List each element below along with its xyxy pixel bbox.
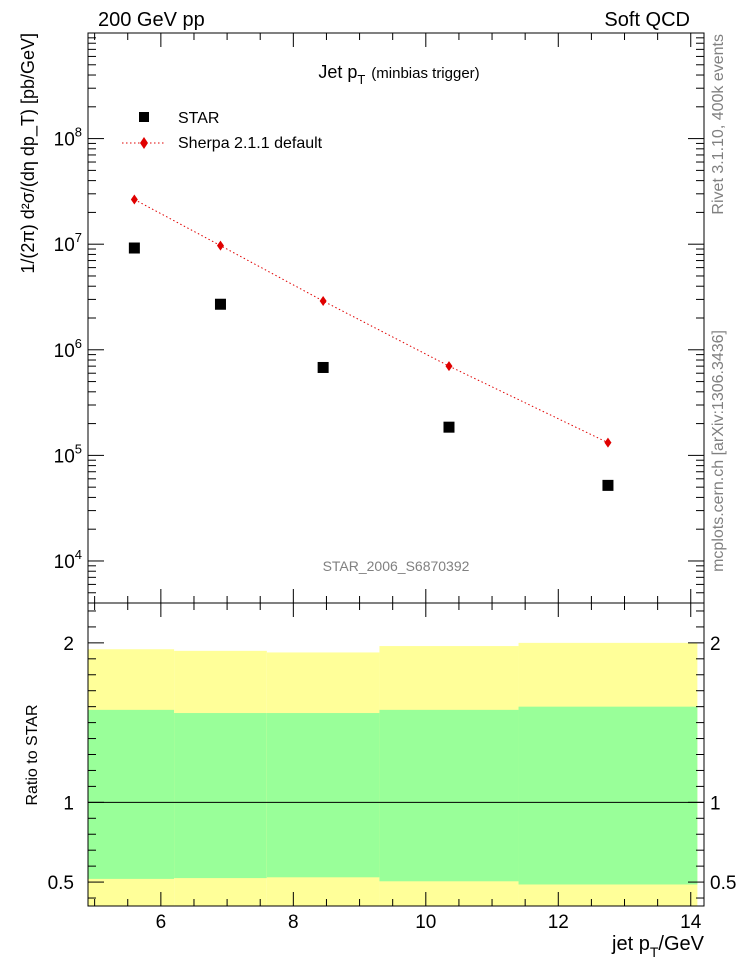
legend-sherpa-label: Sherpa 2.1.1 default — [178, 135, 323, 152]
y-tick-label-base: 10 — [54, 552, 75, 573]
x-axis-label: jet pT/GeV — [611, 933, 705, 960]
y-tick-label: 106 — [54, 336, 82, 362]
y-tick-label-exponent: 8 — [75, 125, 82, 140]
x-axis-label-main: jet p — [611, 933, 650, 955]
x-axis-label-unit: /GeV — [658, 933, 704, 955]
ratio-y-tick-label-right: 2 — [710, 634, 721, 655]
y-tick-label-base: 10 — [54, 130, 75, 151]
y-tick-label-exponent: 7 — [75, 230, 82, 245]
mcplots-reference-label: mcplots.cern.ch [arXiv:1306.3436] — [710, 330, 727, 572]
y-tick-label-exponent: 6 — [75, 336, 82, 351]
plot-title: Jet pT (minbias trigger) — [318, 62, 479, 87]
y-tick-label: 108 — [54, 125, 82, 151]
y-tick-label-base: 10 — [54, 235, 75, 256]
rivet-version-label: Rivet 3.1.10, 400k events — [710, 34, 727, 215]
ratio-green-band — [518, 706, 698, 885]
x-tick-label: 14 — [680, 912, 702, 933]
header-collision-label: 200 GeV pp — [98, 9, 205, 31]
star-point — [214, 298, 226, 310]
ratio-y-tick-labels: 0.5 0.5 1 1 2 2 — [48, 634, 737, 894]
star-point — [443, 421, 455, 433]
ratio-y-tick-label-right: 0.5 — [710, 873, 736, 894]
ratio-y-tick-label-left: 0.5 — [48, 873, 74, 894]
x-tick-label: 8 — [288, 912, 299, 933]
y-tick-label-exponent: 4 — [75, 547, 82, 562]
ratio-green-band — [379, 709, 519, 882]
legend: STAR Sherpa 2.1.1 default — [122, 110, 323, 152]
star-point — [317, 361, 329, 373]
sherpa-point — [319, 295, 327, 306]
ratio-x-tick-labels: 6 8 10 12 14 — [156, 912, 702, 933]
ratio-y-tick-label-right: 1 — [710, 793, 721, 814]
ratio-plot-panel: 0.5 0.51 12 2 6 8 10 12 14 — [48, 602, 737, 933]
y-tick-label: 105 — [54, 441, 82, 467]
y-tick-label: 107 — [54, 230, 82, 256]
y-tick-label-exponent: 5 — [75, 441, 82, 456]
sherpa-point — [604, 437, 612, 448]
ratio-uncertainty-bands — [88, 642, 698, 906]
y-tick-label-base: 10 — [54, 341, 75, 362]
analysis-id-label: STAR_2006_S6870392 — [323, 558, 470, 574]
ratio-y-axis-label: Ratio to STAR — [24, 704, 41, 805]
main-y-axis-label: 1/(2π) d²σ/(dη dp_T) [pb/GeV] — [18, 33, 39, 274]
x-tick-label: 12 — [548, 912, 569, 933]
star-data-points — [128, 242, 614, 491]
y-tick-label: 104 — [54, 547, 82, 573]
sherpa-point — [445, 361, 453, 372]
ratio-axis-ticks — [88, 603, 704, 906]
x-tick-label: 10 — [415, 912, 436, 933]
plot-title-note: (minbias trigger) — [371, 65, 479, 82]
legend-sherpa-marker — [140, 137, 148, 149]
main-axis-ticks — [88, 32, 704, 604]
sherpa-data-points — [130, 194, 612, 448]
star-point — [602, 479, 614, 491]
ratio-y-tick-label-left: 1 — [63, 793, 74, 814]
legend-star-label: STAR — [178, 110, 219, 127]
plot-title-main: Jet p — [318, 62, 357, 82]
ratio-green-band — [174, 713, 267, 879]
ratio-green-band — [88, 709, 175, 879]
x-axis-label-sub: T — [650, 944, 659, 960]
sherpa-dotted-line — [134, 199, 609, 444]
ratio-green-band — [266, 713, 380, 878]
ratio-y-tick-label-left: 2 — [63, 634, 74, 655]
sherpa-point — [130, 194, 138, 205]
star-point — [128, 242, 140, 254]
sherpa-point — [216, 240, 224, 251]
plot-title-sub: T — [357, 72, 365, 87]
header-category-label: Soft QCD — [604, 9, 690, 31]
legend-star-marker — [139, 112, 149, 122]
y-tick-label-base: 10 — [54, 446, 75, 467]
x-tick-label: 6 — [156, 912, 167, 933]
